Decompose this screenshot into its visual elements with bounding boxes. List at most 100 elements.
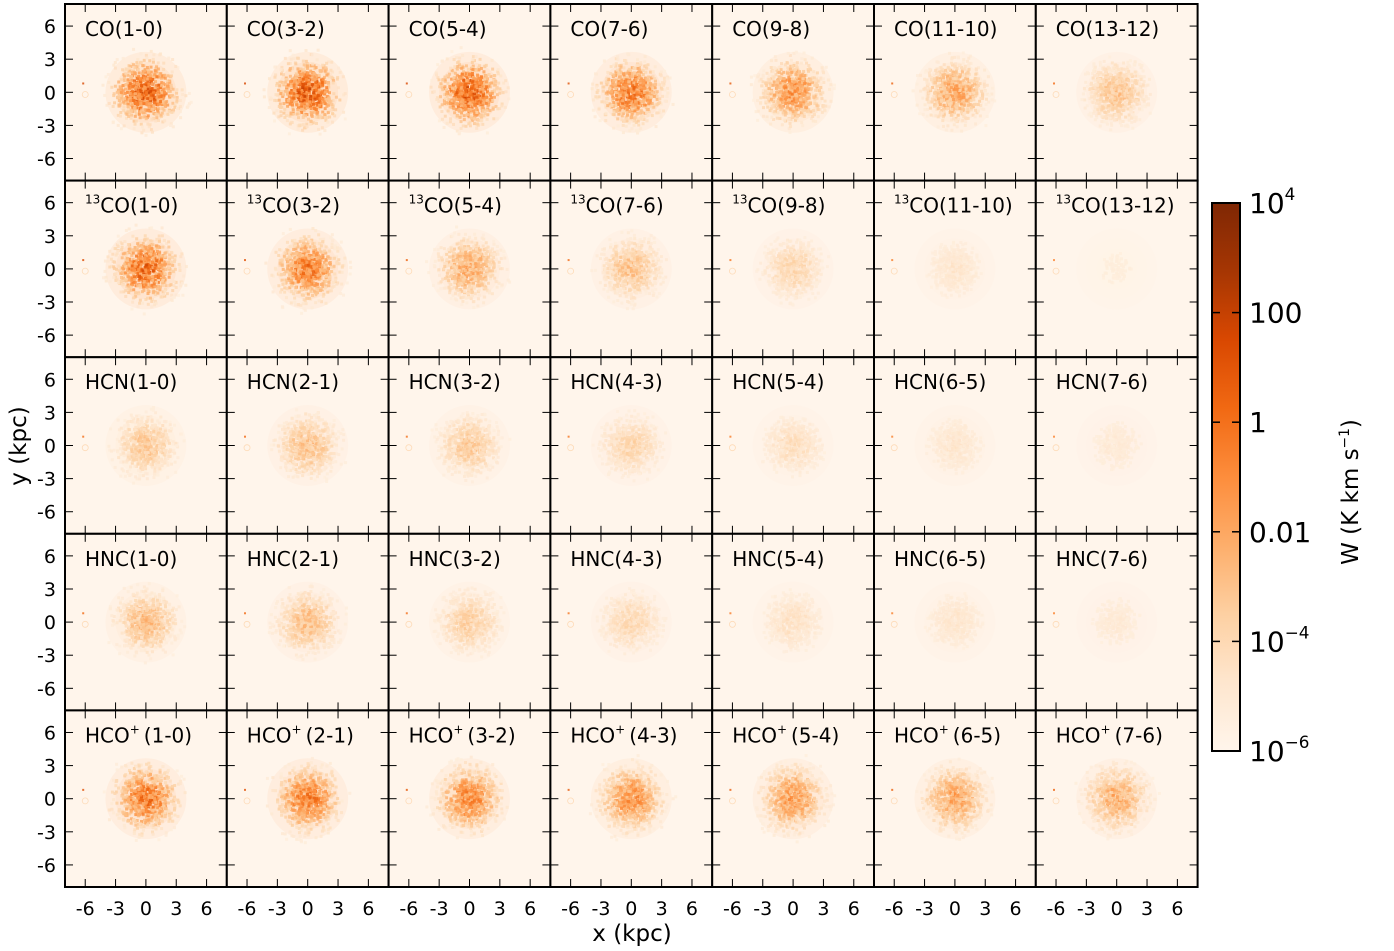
panel: HNC(2-1)	[227, 534, 389, 711]
y-tick-label: 0	[44, 612, 56, 634]
x-tick-label: 6	[362, 898, 374, 920]
panel-label: CO(9-8)	[732, 17, 810, 41]
panel-label: HCN(2-1)	[247, 370, 339, 394]
panel-label: CO(3-2)	[247, 17, 325, 41]
panel: HCN(5-4)	[712, 357, 874, 534]
panel-label: HNC(1-0)	[85, 547, 177, 571]
x-tick-label: -6	[1047, 898, 1066, 920]
x-tick-label: -6	[238, 898, 257, 920]
y-tick-label: 3	[44, 579, 56, 601]
charge-superscript: +	[777, 722, 787, 736]
y-tick-label: 0	[44, 789, 56, 811]
panel-label: CO(11-10)	[894, 17, 997, 41]
isotope-superscript: 13	[570, 193, 585, 207]
y-tick-label: -3	[37, 292, 56, 314]
panel-label: CO(13-12)	[1056, 17, 1159, 41]
x-tick-label: -3	[106, 898, 125, 920]
panel: CO(13-12)	[1036, 4, 1198, 181]
panel-label: HNC(5-4)	[732, 547, 824, 571]
panel-label: HCN(4-3)	[570, 370, 662, 394]
charge-superscript: +	[1101, 722, 1111, 736]
y-tick-label: 6	[44, 369, 56, 391]
panel: HCO+ (3-2)	[389, 710, 551, 887]
colorbar-tick-label: 0.01	[1249, 516, 1311, 549]
panel: HCN(2-1)	[227, 357, 389, 534]
x-tick-label: 3	[656, 898, 668, 920]
colorbar-tick-label: 1	[1249, 406, 1267, 439]
colorbar-tick-label: 104	[1249, 184, 1295, 220]
panel-label: HCN(5-4)	[732, 370, 824, 394]
panel-label: HNC(7-6)	[1056, 547, 1148, 571]
x-tick-label: 6	[848, 898, 860, 920]
x-tick-label: -3	[915, 898, 934, 920]
y-tick-label: -3	[37, 469, 56, 491]
panel: HNC(7-6)	[1036, 534, 1198, 711]
y-tick-label: -6	[37, 855, 56, 877]
x-tick-label: 3	[817, 898, 829, 920]
x-tick-label: -3	[268, 898, 287, 920]
panel: 13CO(11-10)	[874, 181, 1036, 358]
x-tick-label: 3	[1141, 898, 1153, 920]
panel: HCN(4-3)	[550, 357, 712, 534]
y-tick-label: -3	[37, 115, 56, 137]
isotope-superscript: 13	[85, 193, 100, 207]
x-tick-label: 6	[524, 898, 536, 920]
charge-superscript: +	[130, 722, 140, 736]
colorbar-tick-label: 10−4	[1249, 622, 1309, 658]
x-tick-label: 0	[625, 898, 637, 920]
x-tick-label: 0	[463, 898, 475, 920]
y-tick-label: 3	[44, 756, 56, 778]
panel: HNC(3-2)	[389, 534, 551, 711]
x-tick-label: -6	[399, 898, 418, 920]
y-tick-label: -6	[37, 502, 56, 524]
isotope-superscript: 13	[409, 193, 424, 207]
panel-label: HCN(7-6)	[1056, 370, 1148, 394]
panel: CO(5-4)	[389, 4, 551, 181]
panel-label: HCN(1-0)	[85, 370, 177, 394]
panel: HCN(1-0)	[65, 357, 227, 534]
panel: 13CO(5-4)	[389, 181, 551, 358]
x-tick-label: -3	[753, 898, 772, 920]
x-tick-label: -6	[76, 898, 95, 920]
isotope-superscript: 13	[247, 193, 262, 207]
panel: HNC(5-4)	[712, 534, 874, 711]
panel-label: 13CO(13-12)	[1056, 193, 1175, 218]
panel: CO(7-6)	[550, 4, 712, 181]
panel: 13CO(3-2)	[227, 181, 389, 358]
y-tick-label: 0	[44, 436, 56, 458]
y-tick-label: 6	[44, 546, 56, 568]
panel: HCN(7-6)	[1036, 357, 1198, 534]
colorbar-label: W (K km s−1)	[1337, 419, 1364, 565]
panel: HNC(4-3)	[550, 534, 712, 711]
colorbar-tick-label: 10−6	[1249, 732, 1309, 768]
x-tick-label: 3	[170, 898, 182, 920]
panel: HCN(6-5)	[874, 357, 1036, 534]
panel: 13CO(7-6)	[550, 181, 712, 358]
x-tick-label: 0	[949, 898, 961, 920]
colorbar: 104 100 1 0.01 10−4 10−6 W (K km s−1)	[1212, 184, 1364, 768]
x-tick-label: 0	[302, 898, 314, 920]
y-tick-label: 6	[44, 722, 56, 744]
panel: HNC(1-0)	[65, 534, 227, 711]
y-tick-label: 0	[44, 259, 56, 281]
isotope-superscript: 13	[894, 193, 909, 207]
panel-label: CO(1-0)	[85, 17, 163, 41]
colorbar-tick-label: 100	[1249, 297, 1302, 330]
charge-superscript: +	[939, 722, 949, 736]
x-tick-label: 6	[1171, 898, 1183, 920]
y-tick-label: -3	[37, 645, 56, 667]
colorbar-label-sup: −1	[1337, 428, 1353, 448]
panel-label: HNC(4-3)	[570, 547, 662, 571]
panel-label: HNC(3-2)	[409, 547, 501, 571]
panel-label: CO(5-4)	[409, 17, 487, 41]
x-tick-label: -3	[1077, 898, 1096, 920]
y-tick-label: 3	[44, 402, 56, 424]
panel: HNC(6-5)	[874, 534, 1036, 711]
panel-grid: CO(1-0) CO(3-2) CO(5-4) CO(7-6) CO(9-8) CO(11…	[65, 4, 1198, 887]
panel: 13CO(13-12)	[1036, 181, 1198, 358]
panel: 13CO(1-0)	[65, 181, 227, 358]
y-tick-label: 3	[44, 49, 56, 71]
charge-superscript: +	[615, 722, 625, 736]
x-tick-label: 6	[686, 898, 698, 920]
